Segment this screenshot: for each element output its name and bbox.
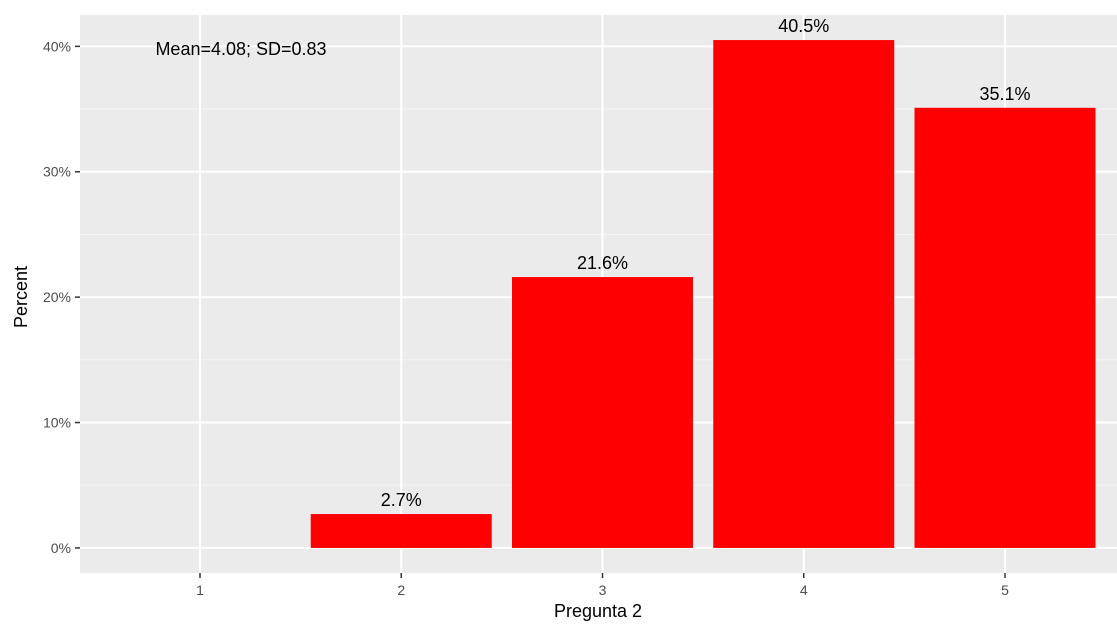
x-tick-label: 5: [1001, 582, 1009, 598]
y-axis-title: Percent: [11, 266, 31, 328]
bars: [310, 40, 1096, 548]
bar-4: [713, 40, 895, 548]
data-label-4: 40.5%: [778, 16, 829, 36]
y-tick-label: 0%: [51, 540, 71, 556]
y-tick-label: 10%: [43, 415, 71, 431]
bar-3: [512, 277, 693, 548]
data-label-5: 35.1%: [979, 84, 1030, 104]
bar-5: [914, 107, 1096, 548]
x-tick-label: 2: [397, 582, 405, 598]
y-tick-label: 40%: [43, 38, 71, 54]
x-axis-title: Pregunta 2: [554, 601, 642, 621]
data-labels: 2.7% 21.6% 40.5% 35.1%: [381, 16, 1031, 510]
x-tick-label: 4: [800, 582, 808, 598]
y-tick-label: 20%: [43, 289, 71, 305]
data-label-2: 2.7%: [381, 490, 422, 510]
x-tick-label: 1: [196, 582, 204, 598]
stats-annotation: Mean=4.08; SD=0.83: [155, 39, 326, 59]
x-tick-label: 3: [599, 582, 607, 598]
y-tick-label: 30%: [43, 164, 71, 180]
axes: 0% 10% 20% 30% 40% 1 2 3 4 5: [43, 38, 1009, 598]
bar-2: [310, 514, 492, 548]
data-label-3: 21.6%: [577, 253, 628, 273]
